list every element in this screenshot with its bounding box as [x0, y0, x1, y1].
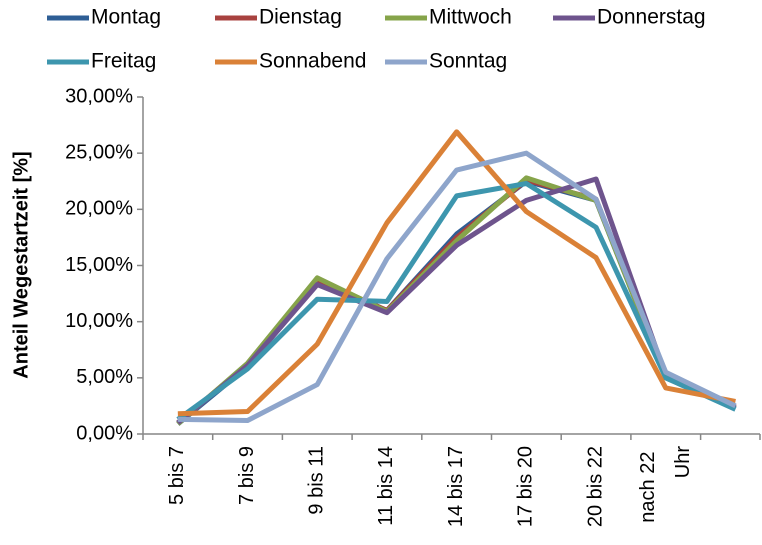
x-tick-label: nach 22 Uhr [637, 446, 694, 523]
y-tick-label: 0,00% [76, 422, 133, 444]
series-line [176, 176, 737, 425]
legend-label: Dienstag [259, 6, 342, 29]
series-line [176, 175, 737, 426]
legend-label: Freitag [91, 50, 156, 73]
legend-label: Sonnabend [259, 50, 366, 73]
y-tick-label: 5,00% [76, 366, 133, 388]
series-line [176, 180, 737, 422]
legend-label: Mittwoch [429, 6, 512, 29]
series-line [177, 150, 737, 424]
series-line [176, 178, 737, 426]
y-tick-label: 15,00% [65, 254, 133, 276]
y-tick-label: 20,00% [65, 198, 133, 220]
series-line [176, 177, 737, 425]
x-tick-label: 17 bis 20 [515, 446, 537, 527]
y-tick-label: 25,00% [65, 141, 133, 163]
x-tick-label: 11 bis 14 [375, 446, 397, 526]
x-tick-label: 5 bis 7 [166, 446, 188, 505]
x-tick-label: 7 bis 9 [236, 446, 258, 505]
y-tick-label: 30,00% [65, 85, 133, 107]
legend-label: Montag [91, 6, 161, 29]
y-tick-label: 10,00% [65, 310, 133, 332]
legend-label: Donnerstag [597, 6, 706, 29]
legend-label: Sonntag [429, 50, 507, 73]
x-tick-label: 20 bis 22 [584, 446, 606, 527]
y-axis-label: Anteil Wegestartzeit [%] [10, 151, 32, 378]
series-line [177, 129, 736, 417]
x-tick-label: 14 bis 17 [445, 446, 467, 527]
x-tick-label: 9 bis 11 [306, 446, 328, 515]
